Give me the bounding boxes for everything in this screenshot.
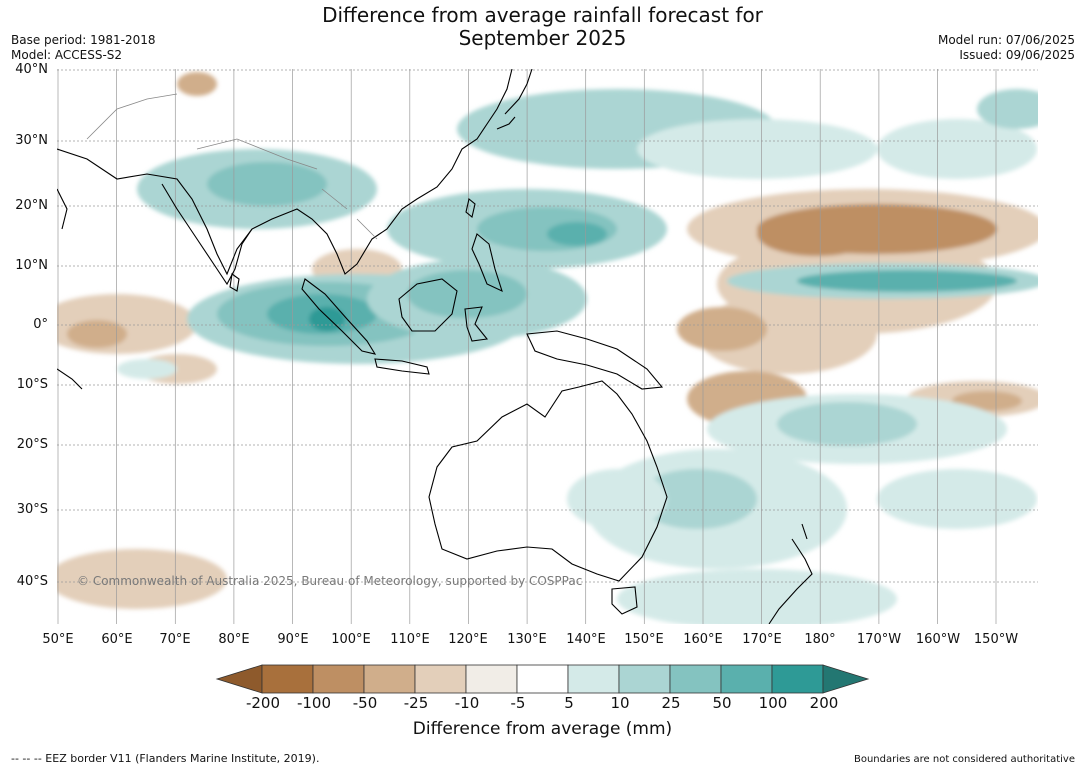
colorbar	[215, 664, 870, 694]
graticule	[57, 69, 1038, 624]
colorbar-tick: -10	[454, 694, 480, 712]
lon-label: 170°E	[742, 632, 782, 647]
colorbar-tick: 100	[758, 694, 788, 712]
lon-label: 150°E	[624, 632, 664, 647]
issued-date: Issued: 09/06/2025	[959, 48, 1075, 62]
colorbar-tick: -200	[245, 694, 281, 712]
lat-label: 40°S	[16, 574, 48, 589]
colorbar-cell	[312, 664, 365, 694]
lat-label: 30°S	[16, 502, 48, 517]
india-coast	[161, 183, 253, 286]
borneo-coast	[398, 278, 458, 332]
lon-label: 170°W	[856, 632, 902, 647]
arabia-coast	[57, 188, 83, 390]
philippines-coast	[471, 233, 503, 293]
tasmania-coast	[611, 586, 638, 615]
lon-label: 180°	[804, 632, 836, 647]
sri-lanka-coast	[229, 273, 240, 292]
lon-label: 60°E	[101, 632, 133, 647]
colorbar-cell	[516, 664, 569, 694]
asia-coast	[57, 69, 513, 276]
title-line-2: September 2025	[458, 26, 627, 50]
lon-label: 110°E	[390, 632, 430, 647]
colorbar-tick: -5	[510, 694, 526, 712]
colorbar-tick: -100	[296, 694, 332, 712]
taiwan-coast	[465, 198, 476, 218]
colorbar-cell	[465, 664, 518, 694]
colorbar-label: Difference from average (mm)	[412, 719, 673, 739]
lat-label: 20°N	[15, 198, 48, 213]
map-canvas	[57, 69, 1038, 624]
boundaries-disclaimer: Boundaries are not considered authoritat…	[853, 754, 1075, 765]
map-title: Difference from average rainfall forecas…	[0, 4, 1085, 50]
colorbar-tick: 50	[712, 694, 732, 712]
country-borders	[86, 93, 378, 240]
lon-label: 50°E	[42, 632, 74, 647]
colorbar-under-arrow	[215, 664, 263, 694]
lon-label: 100°E	[331, 632, 371, 647]
lat-label: 20°S	[16, 437, 48, 452]
colorbar-cell	[771, 664, 824, 694]
sulawesi-coast	[464, 306, 489, 342]
lon-label: 130°E	[507, 632, 547, 647]
lat-label: 10°S	[16, 377, 48, 392]
colorbar-tick: 10	[610, 694, 630, 712]
lon-label: 160°E	[683, 632, 723, 647]
lat-label: 30°N	[15, 133, 48, 148]
colorbar-cell	[261, 664, 314, 694]
model-name: Model: ACCESS-S2	[11, 48, 123, 62]
lon-label: 140°E	[566, 632, 606, 647]
colorbar-tick: 25	[661, 694, 681, 712]
copyright-notice: © Commonwealth of Australia 2025, Bureau…	[77, 574, 583, 588]
colorbar-tick: -50	[352, 694, 378, 712]
meta-left: Base period: 1981-2018 Model: ACCESS-S2	[11, 33, 156, 63]
sumatra-coast	[301, 278, 377, 355]
colorbar-cell	[618, 664, 671, 694]
colorbar-tick: 200	[809, 694, 839, 712]
base-period: Base period: 1981-2018	[11, 33, 156, 47]
lon-label: 90°E	[277, 632, 309, 647]
australia-coast	[428, 380, 668, 582]
colorbar-cell	[414, 664, 467, 694]
eez-legend-note: -- -- -- EEZ border V11 (Flanders Marine…	[11, 752, 320, 765]
colorbar-cells	[261, 664, 824, 694]
java-coast	[374, 358, 430, 375]
colorbar-cell	[669, 664, 722, 694]
rainfall-anomaly-field	[57, 72, 1038, 624]
colorbar-cell	[720, 664, 773, 694]
lat-label: 0°	[33, 317, 48, 332]
colorbar-cell	[567, 664, 620, 694]
colorbar-tick: 5	[564, 694, 574, 712]
colorbar-cell	[363, 664, 416, 694]
lat-label: 40°N	[15, 62, 48, 77]
lon-label: 120°E	[448, 632, 488, 647]
model-run: Model run: 07/06/2025	[937, 33, 1075, 47]
lon-label: 70°E	[159, 632, 191, 647]
title-line-1: Difference from average rainfall forecas…	[322, 3, 763, 27]
colorbar-over-arrow	[822, 664, 870, 694]
new-guinea-coast	[526, 330, 664, 390]
lat-label: 10°N	[15, 258, 48, 273]
new-zealand-coast	[768, 523, 813, 624]
coastlines	[57, 69, 813, 624]
meta-right: Model run: 07/06/2025 Issued: 09/06/2025	[938, 33, 1075, 63]
colorbar-tick: -25	[403, 694, 429, 712]
lon-label: 80°E	[218, 632, 250, 647]
japan-coast	[496, 69, 533, 130]
map-panel	[57, 69, 1038, 624]
lon-label: 150°W	[973, 632, 1019, 647]
lon-label: 160°W	[915, 632, 961, 647]
